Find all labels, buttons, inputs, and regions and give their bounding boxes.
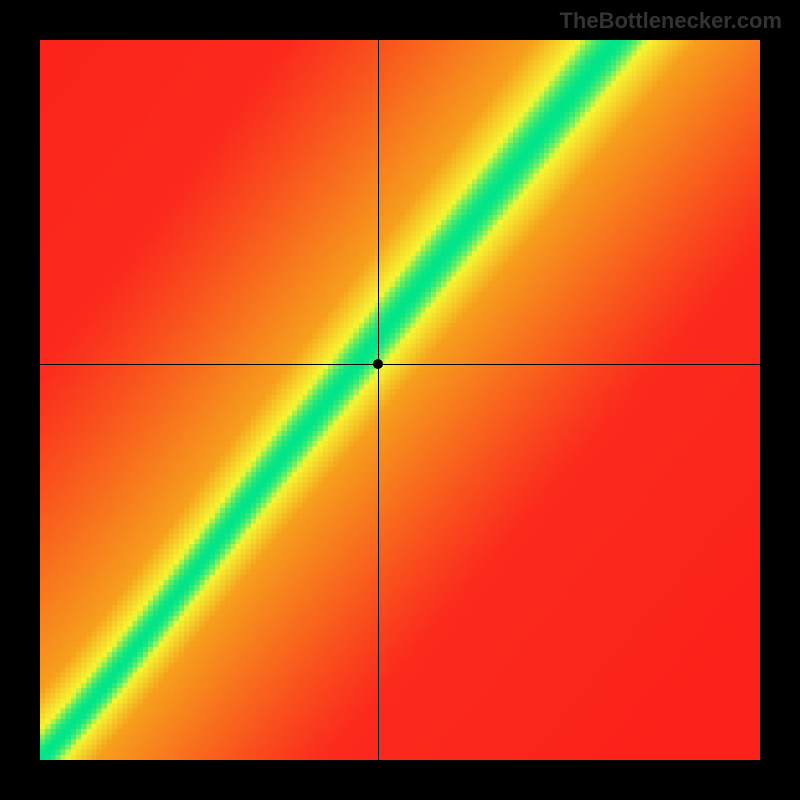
bottleneck-marker [373, 359, 383, 369]
watermark-text: TheBottlenecker.com [559, 8, 782, 34]
heatmap-canvas [40, 40, 760, 760]
crosshair-vertical [378, 40, 379, 760]
crosshair-horizontal [40, 364, 760, 365]
heatmap-plot [40, 40, 760, 760]
